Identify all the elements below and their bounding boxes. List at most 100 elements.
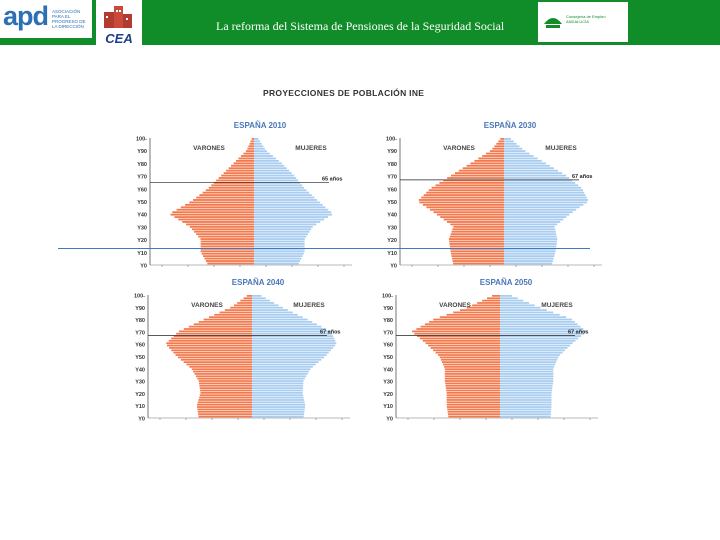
mujeres-bar	[252, 399, 305, 401]
y-tick-label: Y70	[135, 330, 145, 336]
varones-bar	[246, 295, 252, 297]
varones-bar	[183, 361, 252, 363]
varones-bar	[173, 335, 252, 337]
varones-bar	[447, 408, 500, 411]
varones-bar	[200, 250, 254, 253]
varones-bar	[439, 316, 500, 319]
varones-bar	[180, 358, 252, 361]
y-tick-label: Y60	[383, 343, 393, 349]
varones-bar	[178, 330, 252, 333]
varones-bar	[449, 245, 504, 248]
y-tick-label: Y80	[383, 318, 393, 324]
varones-bar	[498, 140, 504, 143]
mujeres-bar	[504, 186, 582, 189]
y-tick-label: Y30	[383, 380, 393, 386]
mujeres-bar	[504, 152, 530, 155]
mujeres-bar	[500, 382, 553, 385]
varones-bar	[176, 332, 252, 335]
retirement-age-label: 65 años	[322, 176, 342, 182]
varones-bar	[470, 162, 504, 165]
y-tick-label: Y70	[383, 330, 393, 336]
varones-bar	[446, 406, 500, 408]
junta-emblem-icon	[544, 18, 562, 28]
mujeres-bar	[504, 245, 557, 248]
mujeres-bar	[500, 323, 578, 326]
mujeres-bar	[254, 238, 305, 240]
mujeres-bar	[504, 240, 558, 243]
varones-bar	[440, 216, 504, 218]
mujeres-bar	[254, 152, 270, 155]
varones-bar	[444, 365, 500, 368]
varones-bar	[450, 250, 504, 253]
varones-bar	[458, 169, 504, 172]
mujeres-bar	[500, 406, 552, 408]
varones-bar	[238, 157, 254, 160]
varones-bar	[444, 368, 500, 371]
varones-bar	[223, 172, 254, 175]
y-tick-label: Y0	[140, 264, 147, 270]
varones-bar	[199, 384, 252, 387]
mujeres-bar	[504, 250, 556, 253]
mujeres-bar	[500, 318, 573, 321]
mujeres-bar	[500, 295, 513, 297]
mujeres-bar	[504, 184, 579, 187]
varones-bar	[447, 413, 500, 416]
varones-bar	[419, 201, 504, 204]
mujeres-bar	[504, 140, 514, 143]
varones-bar	[421, 196, 504, 199]
y-tick-label: Y70	[387, 175, 397, 181]
varones-bar	[205, 189, 254, 192]
varones-bar	[245, 150, 254, 153]
apd-logo-text: apd	[3, 1, 49, 31]
varones-bar	[204, 257, 254, 260]
varones-bar	[451, 230, 504, 233]
mujeres-bar	[500, 339, 576, 342]
mujeres-bar	[504, 196, 587, 199]
mujeres-bar	[252, 339, 336, 342]
varones-bar	[439, 181, 504, 184]
varones-bar	[218, 177, 254, 179]
mujeres-bar	[254, 206, 326, 209]
mujeres-bar	[252, 321, 313, 323]
mujeres-bar	[252, 323, 317, 326]
mujeres-bar	[254, 201, 320, 204]
varones-bar	[443, 218, 504, 221]
mujeres-bar	[254, 240, 305, 243]
varones-bar	[183, 328, 252, 330]
varones-bar	[448, 238, 504, 240]
mujeres-bar	[254, 252, 304, 255]
varones-bar	[419, 337, 500, 340]
mujeres-bar	[500, 391, 552, 394]
mujeres-bar	[252, 396, 304, 399]
mujeres-bar	[500, 377, 554, 380]
mujeres-bar	[252, 403, 306, 406]
y-tick-label: Y30	[137, 225, 147, 231]
mujeres-bar	[254, 245, 305, 248]
mujeres-bar	[504, 157, 538, 160]
varones-bar	[214, 313, 252, 316]
mujeres-bar	[254, 179, 299, 182]
mujeres-bar	[252, 356, 325, 359]
varones-bar	[174, 216, 254, 218]
y-tick-label: Y80	[135, 318, 145, 324]
mujeres-bar	[500, 408, 552, 411]
mujeres-label: MUJERES	[295, 145, 327, 152]
varones-bar	[194, 230, 254, 233]
mujeres-bar	[252, 313, 298, 316]
mujeres-bar	[500, 384, 553, 387]
mujeres-bar	[252, 413, 305, 416]
mujeres-bar	[254, 230, 310, 233]
mujeres-bar	[252, 380, 304, 382]
varones-bar	[449, 235, 504, 238]
mujeres-bar	[500, 332, 584, 335]
varones-bar	[240, 299, 252, 302]
varones-bar	[211, 184, 254, 187]
mujeres-bar	[254, 159, 279, 162]
mujeres-bar	[252, 373, 308, 375]
mujeres-bar	[252, 302, 275, 304]
y-tick-label: Y0	[138, 417, 145, 423]
mujeres-bar	[500, 349, 566, 352]
varones-bar	[219, 311, 252, 314]
varones-bar	[444, 373, 500, 375]
varones-bar	[196, 196, 254, 199]
